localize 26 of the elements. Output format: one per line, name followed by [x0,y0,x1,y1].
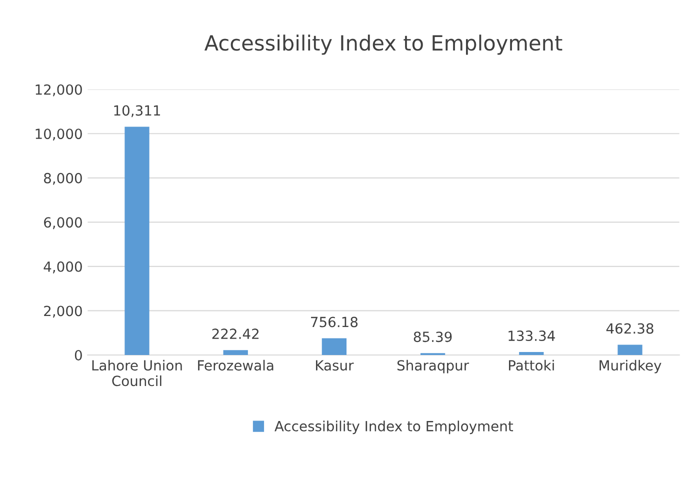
x-tick-label: Pattoki [508,360,554,371]
x-tick-label: Lahore Union Council [92,360,182,386]
y-tick-label: 6,000 [44,217,82,230]
data-label: 85.39 [414,332,452,342]
data-label: 756.18 [311,316,358,328]
x-tick-label: Kasur [316,360,354,371]
x-tick-label: Muridkey [600,360,662,374]
y-tick-label: 0 [74,350,82,360]
x-tick-label: Sharaqpur [397,360,470,374]
legend-label: Accessibility Index to Employment [274,420,514,434]
bar [519,352,544,356]
data-label: 133.34 [508,330,555,342]
y-tick-label: 8,000 [44,172,82,185]
data-label: 462.38 [606,323,654,334]
bar [223,350,248,356]
chart-title: Accessibility Index to Employment [204,34,562,55]
y-tick-label: 10,000 [36,128,82,141]
bar [124,126,150,356]
bar [322,338,347,356]
y-tick-label: 12,000 [36,84,82,96]
y-tick-label: 2,000 [44,306,82,318]
data-label: 10,311 [114,105,160,118]
data-label: 222.42 [212,328,259,339]
bar [618,344,642,356]
x-tick-label: Ferozewala [198,360,274,371]
y-tick-label: 4,000 [44,261,82,274]
